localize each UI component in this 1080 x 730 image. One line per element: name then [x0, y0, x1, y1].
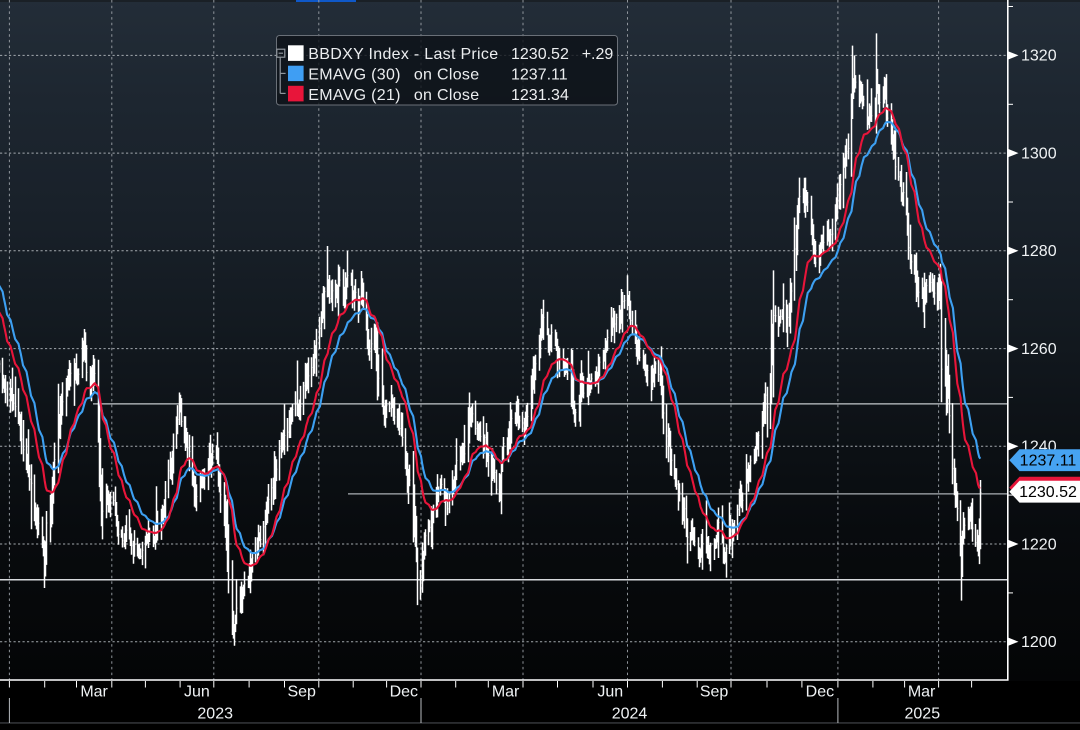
svg-text:Dec: Dec [390, 684, 418, 701]
svg-text:1220: 1220 [1021, 536, 1057, 553]
svg-text:Sep: Sep [700, 684, 729, 701]
svg-text:+.29: +.29 [582, 46, 614, 63]
svg-text:2025: 2025 [905, 706, 941, 723]
svg-text:1300: 1300 [1021, 145, 1057, 162]
svg-text:Sep: Sep [287, 684, 316, 701]
svg-text:2024: 2024 [612, 706, 648, 723]
svg-text:Jun: Jun [184, 684, 210, 701]
svg-text:Mar: Mar [908, 684, 936, 701]
svg-text:1200: 1200 [1021, 634, 1057, 651]
svg-text:1237.11: 1237.11 [1020, 453, 1077, 470]
svg-text:Mar: Mar [492, 684, 520, 701]
svg-text:EMAVG (30) on Close: EMAVG (30) on Close [308, 66, 479, 83]
svg-text:1260: 1260 [1021, 341, 1057, 358]
svg-text:Mar: Mar [80, 684, 108, 701]
svg-text:Jun: Jun [597, 684, 623, 701]
svg-text:BBDXY Index - Last Price: BBDXY Index - Last Price [308, 46, 498, 63]
svg-text:1231.34: 1231.34 [511, 87, 569, 104]
svg-text:1280: 1280 [1021, 243, 1057, 260]
svg-text:Dec: Dec [806, 684, 834, 701]
svg-text:EMAVG (21) on Close: EMAVG (21) on Close [308, 87, 479, 104]
svg-text:1230.52: 1230.52 [511, 46, 569, 63]
svg-text:1237.11: 1237.11 [511, 66, 568, 83]
svg-text:2023: 2023 [197, 706, 233, 723]
svg-text:1320: 1320 [1021, 48, 1057, 65]
svg-text:1230.52: 1230.52 [1019, 484, 1077, 501]
